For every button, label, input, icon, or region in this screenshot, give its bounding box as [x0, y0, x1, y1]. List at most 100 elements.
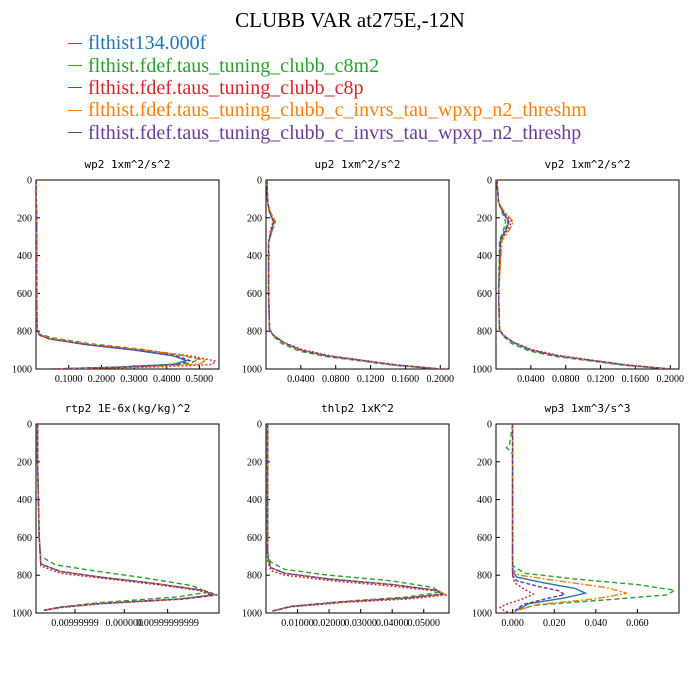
- y-tick-label: 0: [257, 176, 262, 187]
- y-tick-label: 200: [247, 457, 262, 468]
- y-tick-label: 400: [17, 251, 32, 262]
- legend-item: flthist134.000f: [68, 32, 587, 54]
- y-tick-label: 200: [477, 457, 492, 468]
- legend-label: flthist134.000f: [88, 32, 207, 55]
- plot-frame: [495, 423, 680, 614]
- x-tick-label: 0.02000: [313, 618, 346, 629]
- legend-label: flthist.fdef.taus_tuning_clubb_c8m2: [88, 54, 380, 77]
- y-tick-label: 200: [247, 213, 262, 224]
- series-line: [36, 424, 211, 611]
- x-tick-label: 0.3000: [120, 374, 148, 385]
- x-tick-label: 0.060: [626, 618, 649, 629]
- series-line: [266, 180, 441, 369]
- series-line: [266, 180, 441, 369]
- page-title: CLUBB VAR at275E,-12N: [235, 8, 465, 32]
- series-line: [36, 180, 218, 369]
- legend-item: flthist.fdef.taus_tuning_clubb_c8p: [68, 77, 587, 99]
- legend-item: flthist.fdef.taus_tuning_clubb_c_invrs_t…: [68, 99, 587, 121]
- series-line: [496, 180, 671, 369]
- legend-swatch: [68, 65, 82, 67]
- legend-label: flthist.fdef.taus_tuning_clubb_c8p: [88, 76, 364, 99]
- y-tick-label: 600: [17, 533, 32, 544]
- x-tick-label: 0.1000: [55, 374, 83, 385]
- panel-title: vp2 1xm^2/s^2: [544, 158, 630, 171]
- y-tick-label: 400: [477, 251, 492, 262]
- series-line: [511, 424, 628, 612]
- y-tick-label: 400: [17, 495, 32, 506]
- x-tick-label: 0.1600: [622, 374, 650, 385]
- series-line: [36, 424, 216, 611]
- series-line: [496, 180, 671, 369]
- y-tick-label: 200: [17, 457, 32, 468]
- series-line: [266, 424, 445, 612]
- x-tick-label: 0.2000: [88, 374, 116, 385]
- x-tick-label: 0.020: [543, 618, 566, 629]
- chart-panel: wp3 1xm^3/s^3 0 200 400 600 800 1000 0.000 0.020…: [472, 402, 680, 629]
- y-tick-label: 800: [477, 571, 492, 582]
- chart-panel: up2 1xm^2/s^2 0 200 400 600 800 1000 0.0400 0.08…: [242, 158, 454, 385]
- series-line: [36, 180, 192, 369]
- legend-label: flthist.fdef.taus_tuning_clubb_c_invrs_t…: [88, 121, 582, 144]
- y-tick-label: 200: [17, 213, 32, 224]
- x-tick-label: 0.00999999999: [136, 618, 199, 629]
- chart-panel: wp2 1xm^2/s^2 0 200 400 600 800 1000 0.1000 0.20…: [12, 158, 220, 385]
- y-tick-label: 200: [477, 213, 492, 224]
- x-tick-label: 0.04000: [376, 618, 409, 629]
- x-tick-label: 0.2000: [427, 374, 455, 385]
- series-line: [266, 180, 441, 369]
- series-line: [266, 180, 441, 369]
- y-tick-label: 600: [17, 289, 32, 300]
- y-tick-label: 800: [17, 571, 32, 582]
- x-tick-label: 0.000: [501, 618, 524, 629]
- y-tick-label: 800: [477, 327, 492, 338]
- y-tick-label: 1000: [12, 609, 32, 620]
- x-tick-label: 0.0800: [322, 374, 350, 385]
- plot-frame: [265, 179, 450, 370]
- x-tick-label: 0.1600: [392, 374, 420, 385]
- y-tick-label: 600: [247, 289, 262, 300]
- legend-item: flthist.fdef.taus_tuning_clubb_c_invrs_t…: [68, 122, 587, 144]
- series-line: [498, 424, 535, 613]
- y-tick-label: 0: [487, 176, 492, 187]
- series-line: [36, 424, 217, 611]
- legend-swatch: [68, 132, 82, 134]
- series-line: [266, 180, 441, 369]
- legend-label: flthist.fdef.taus_tuning_clubb_c_invrs_t…: [88, 99, 587, 122]
- y-tick-label: 800: [247, 327, 262, 338]
- series-line: [266, 424, 442, 612]
- y-tick-label: 600: [477, 533, 492, 544]
- panel-title: rtp2 1E-6x(kg/kg)^2: [65, 402, 191, 415]
- x-tick-label: 0.5000: [186, 374, 214, 385]
- x-tick-label: 0.2000: [657, 374, 685, 385]
- x-tick-label: 0.05000: [408, 618, 441, 629]
- legend: flthist134.000f flthist.fdef.taus_tuning…: [68, 32, 587, 144]
- y-tick-label: 0: [487, 420, 492, 431]
- series-line: [36, 424, 218, 611]
- y-tick-label: 1000: [242, 609, 262, 620]
- panel-title: wp2 1xm^2/s^2: [84, 158, 170, 171]
- plot-frame: [495, 179, 680, 370]
- y-tick-label: 1000: [472, 365, 492, 376]
- series-line: [36, 180, 208, 369]
- panel-title: wp3 1xm^3/s^3: [544, 402, 630, 415]
- panel-title: thlp2 1xK^2: [321, 402, 394, 415]
- chart-panel: vp2 1xm^2/s^2 0 200 400 600 800 1000 0.0400 0.08…: [472, 158, 684, 385]
- y-tick-label: 400: [247, 251, 262, 262]
- y-tick-label: 400: [247, 495, 262, 506]
- y-tick-label: 800: [17, 327, 32, 338]
- panel-title: up2 1xm^2/s^2: [314, 158, 400, 171]
- y-tick-label: 800: [247, 571, 262, 582]
- x-tick-label: 0.03000: [344, 618, 377, 629]
- y-tick-label: 0: [27, 176, 32, 187]
- chart-panel: rtp2 1E-6x(kg/kg)^2 0 200 400 600 800 1000 0.00…: [12, 402, 220, 629]
- y-tick-label: 0: [257, 420, 262, 431]
- y-tick-label: 600: [247, 533, 262, 544]
- x-tick-label: 0.000000: [106, 618, 144, 629]
- series-line: [266, 424, 448, 612]
- x-tick-label: 0.4000: [153, 374, 181, 385]
- legend-swatch: [68, 87, 82, 89]
- legend-item: flthist.fdef.taus_tuning_clubb_c8m2: [68, 54, 587, 77]
- y-tick-label: 0: [27, 420, 32, 431]
- x-tick-label: 0.040: [585, 618, 608, 629]
